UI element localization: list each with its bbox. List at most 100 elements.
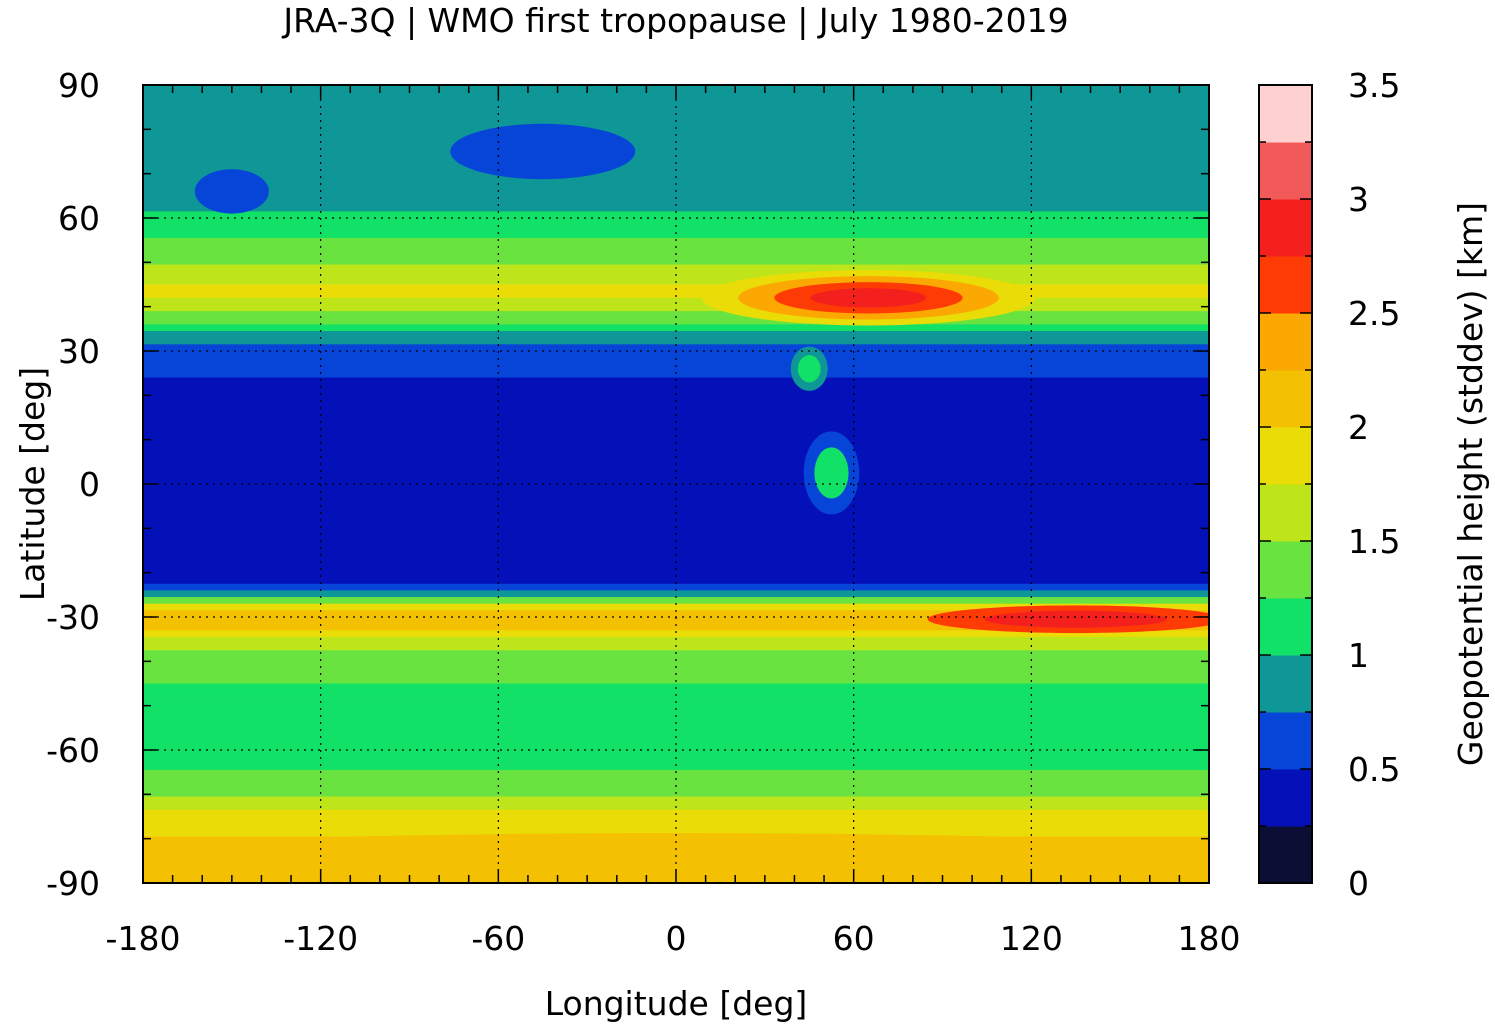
heatmap-feature — [814, 447, 849, 499]
colorbar-swatch — [1259, 484, 1312, 542]
heatmap-cell — [143, 218, 1209, 226]
heatmap-cell — [143, 617, 1209, 625]
colorbar-swatch — [1259, 199, 1312, 257]
y-tick-label: 0 — [79, 465, 100, 504]
heatmap-cell — [143, 503, 1209, 512]
heatmap-cell — [143, 324, 1209, 332]
heatmap-cell — [143, 557, 1209, 565]
colorbar-swatch — [1259, 313, 1312, 371]
heatmap-cell — [143, 597, 1209, 605]
colorbar-tick-label: 1.5 — [1348, 522, 1400, 561]
x-tick-label: -60 — [471, 919, 525, 958]
x-tick-label: 60 — [833, 919, 875, 958]
colorbar-tick-label: 0 — [1348, 864, 1369, 903]
colorbar: 0 0.5 1 1.5 2 2.5 3 3.5 — [1258, 66, 1400, 903]
heatmap-cell — [143, 763, 1209, 771]
heatmap-cell — [143, 184, 1209, 192]
colorbar-tick-label: 2 — [1348, 408, 1369, 447]
heatmap-cell — [143, 756, 1209, 764]
heatmap-cell — [143, 244, 1209, 252]
heatmap-cell — [143, 164, 1209, 173]
heatmap-cell — [143, 590, 1209, 598]
heatmap-cell — [143, 178, 1209, 186]
heatmap-cell — [143, 337, 1209, 345]
heatmap-cell — [143, 623, 1209, 631]
heatmap-cell — [143, 630, 1209, 638]
heatmap-feature — [984, 610, 1167, 628]
heatmap-cell — [143, 357, 1209, 365]
colorbar-tick-label: 1 — [1348, 636, 1369, 675]
heatmap-cell — [143, 198, 1209, 206]
heatmap-cell — [143, 317, 1209, 325]
heatmap-cell — [143, 723, 1209, 731]
heatmap-cell — [143, 370, 1209, 379]
y-axis-label: Latitude [deg] — [13, 367, 52, 601]
heatmap-cell — [143, 577, 1209, 585]
heatmap-cell — [143, 211, 1209, 219]
colorbar-swatch — [1259, 541, 1312, 599]
x-tick-label: 180 — [1178, 919, 1241, 958]
heatmap-cell — [143, 776, 1209, 784]
y-tick-label: -60 — [46, 731, 100, 770]
colorbar-swatch — [1259, 655, 1312, 713]
heatmap-cell — [143, 769, 1209, 778]
heatmap-cell — [143, 224, 1209, 232]
colorbar-swatch — [1259, 712, 1312, 770]
heatmap-cell — [143, 703, 1209, 711]
heatmap-feature — [450, 123, 636, 180]
heatmap-cell — [143, 563, 1209, 572]
colorbar-tick-label: 3.5 — [1348, 66, 1400, 105]
heatmap-cell — [143, 344, 1209, 352]
heatmap-cell — [143, 490, 1209, 498]
heatmap-cell — [143, 104, 1209, 113]
x-tick-label: 0 — [666, 919, 687, 958]
colorbar-swatch — [1259, 256, 1312, 314]
heatmap-cell — [143, 311, 1209, 319]
heatmap-cell — [143, 823, 1209, 831]
heatmap-cell — [143, 743, 1209, 751]
heatmap-cell — [143, 510, 1209, 518]
heatmap-cell — [143, 464, 1209, 472]
colorbar-label: Geopotential height (stddev) [km] — [1451, 202, 1490, 766]
heatmap-cell — [143, 364, 1209, 372]
heatmap-feature — [810, 288, 927, 308]
heatmap-cell — [143, 444, 1209, 452]
heatmap-cell — [143, 191, 1209, 199]
heatmap-cell — [143, 297, 1209, 306]
heatmap-cell — [143, 430, 1209, 439]
y-tick-label: 30 — [58, 332, 100, 371]
heatmap-cell — [143, 377, 1209, 385]
colorbar-tick-label: 3 — [1348, 180, 1369, 219]
heatmap-cell — [143, 450, 1209, 458]
heatmap-cell — [143, 750, 1209, 758]
colorbar-tick-label: 2.5 — [1348, 294, 1400, 333]
colorbar-tick-label: 0.5 — [1348, 750, 1400, 789]
heatmap-cell — [143, 304, 1209, 312]
heatmap-cell — [143, 237, 1209, 246]
heatmap-cell — [143, 457, 1209, 465]
heatmap-cell — [143, 696, 1209, 705]
heatmap-cell — [143, 158, 1209, 166]
heatmap-feature — [797, 355, 821, 383]
colorbar-swatch — [1259, 370, 1312, 428]
heatmap-cell — [143, 291, 1209, 299]
y-tick-label: -90 — [46, 864, 100, 903]
chart-title: JRA-3Q | WMO first tropopause | July 198… — [281, 1, 1068, 40]
heatmap-cell — [143, 470, 1209, 478]
colorbar-swatch — [1259, 427, 1312, 485]
x-tick-label: -180 — [106, 919, 181, 958]
grid — [143, 85, 1209, 883]
heatmap-cell — [143, 716, 1209, 724]
heatmap-cell — [143, 690, 1209, 698]
plot-area: -180 -120 -60 0 60 120 180 90 60 30 0 -30 -60 -90 — [46, 66, 1241, 958]
heatmap-cell — [143, 111, 1209, 119]
heatmap-feature — [143, 833, 1209, 883]
heatmap-cell — [143, 583, 1209, 591]
heatmap-cell — [143, 610, 1209, 618]
heatmap-cell — [143, 570, 1209, 578]
colorbar-swatch — [1259, 826, 1312, 884]
heatmap-cell — [143, 636, 1209, 645]
heatmap-cell — [143, 204, 1209, 212]
y-tick-label: -30 — [46, 598, 100, 637]
heatmap-cell — [143, 231, 1209, 239]
